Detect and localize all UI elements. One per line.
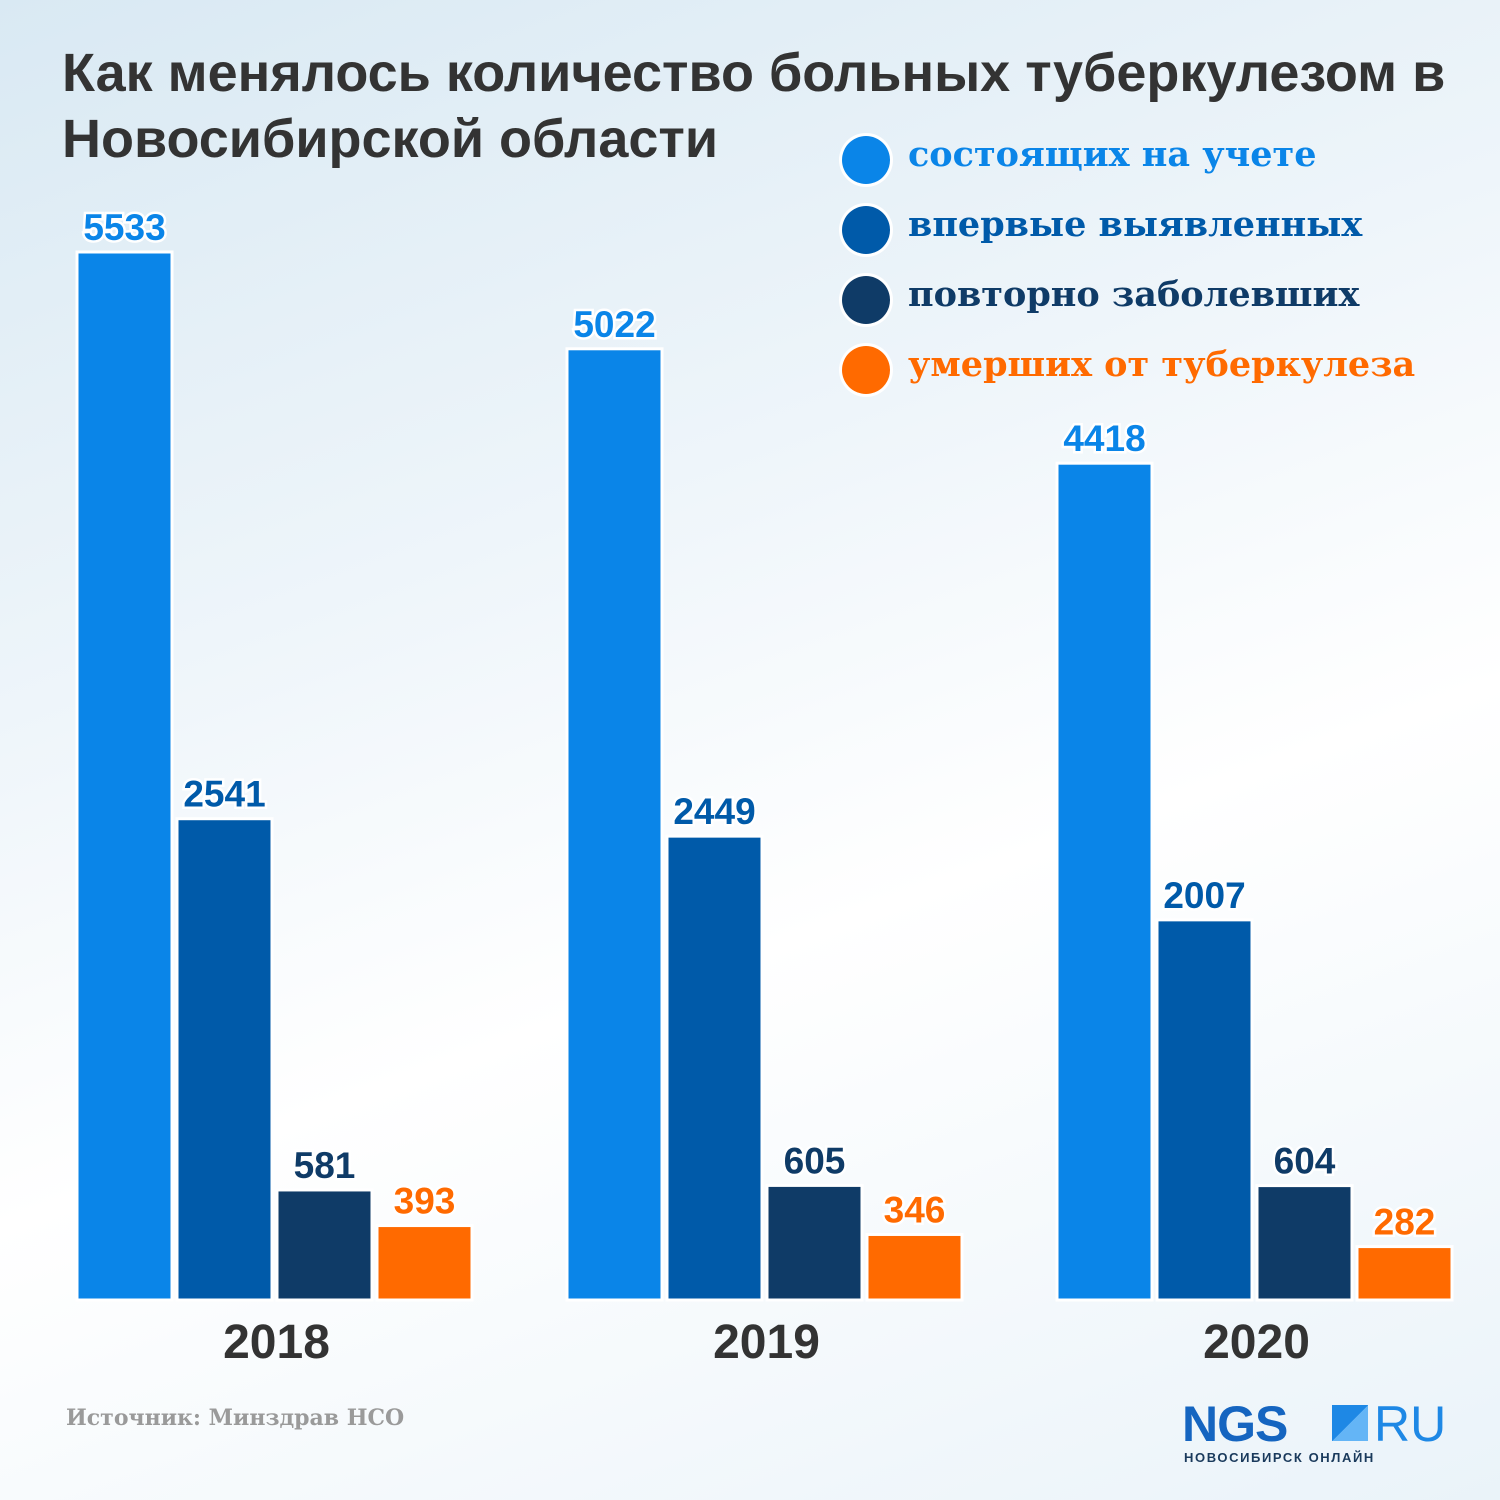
legend-dot-icon bbox=[842, 206, 890, 254]
legend-label: впервые выявленных bbox=[908, 204, 1363, 245]
logo-suffix-text: RU bbox=[1374, 1396, 1447, 1452]
source-note: Источник: Минздрав НСО bbox=[66, 1405, 405, 1431]
ngs-logo: NGS RU НОВОСИБИРСК ОНЛАЙН bbox=[1182, 1398, 1462, 1468]
data-label: 605 bbox=[784, 1140, 846, 1181]
x-tick-label: 2019 bbox=[713, 1316, 820, 1369]
legend-dot-icon bbox=[842, 136, 890, 184]
bar bbox=[1055, 461, 1154, 1302]
data-label: 2007 bbox=[1163, 875, 1245, 916]
data-label: 393 bbox=[394, 1181, 456, 1222]
data-label: 5533 bbox=[83, 207, 165, 248]
data-label: 581 bbox=[294, 1145, 356, 1186]
data-label: 604 bbox=[1274, 1141, 1336, 1182]
bar bbox=[865, 1232, 964, 1302]
x-tick-label: 2018 bbox=[223, 1316, 330, 1369]
bar bbox=[565, 347, 664, 1302]
chart-title: Как менялось количество больных туберкул… bbox=[62, 43, 1446, 169]
legend-label: повторно заболевших bbox=[908, 274, 1360, 315]
bar bbox=[665, 834, 764, 1302]
bar bbox=[1155, 918, 1254, 1302]
legend-dot-icon bbox=[842, 276, 890, 324]
data-label: 5022 bbox=[573, 304, 655, 345]
data-label: 4418 bbox=[1063, 418, 1145, 459]
legend-dot-icon bbox=[842, 346, 890, 394]
bar bbox=[1255, 1184, 1354, 1302]
bar bbox=[765, 1183, 864, 1302]
logo-square-icon bbox=[1332, 1405, 1368, 1441]
bar bbox=[275, 1188, 374, 1302]
logo-tagline: НОВОСИБИРСК ОНЛАЙН bbox=[1184, 1450, 1375, 1465]
x-tick-label: 2020 bbox=[1203, 1316, 1310, 1369]
legend-label: состоящих на учете bbox=[908, 134, 1317, 175]
bar bbox=[75, 250, 174, 1302]
data-label: 282 bbox=[1374, 1202, 1436, 1243]
logo-main-text: NGS bbox=[1182, 1396, 1288, 1452]
data-label: 2541 bbox=[183, 774, 265, 815]
data-label: 346 bbox=[884, 1189, 946, 1230]
data-label: 2449 bbox=[673, 791, 755, 832]
bar bbox=[375, 1224, 474, 1302]
bar bbox=[175, 817, 274, 1302]
bar bbox=[1355, 1245, 1454, 1302]
legend-label: умерших от туберкулеза bbox=[908, 344, 1416, 385]
